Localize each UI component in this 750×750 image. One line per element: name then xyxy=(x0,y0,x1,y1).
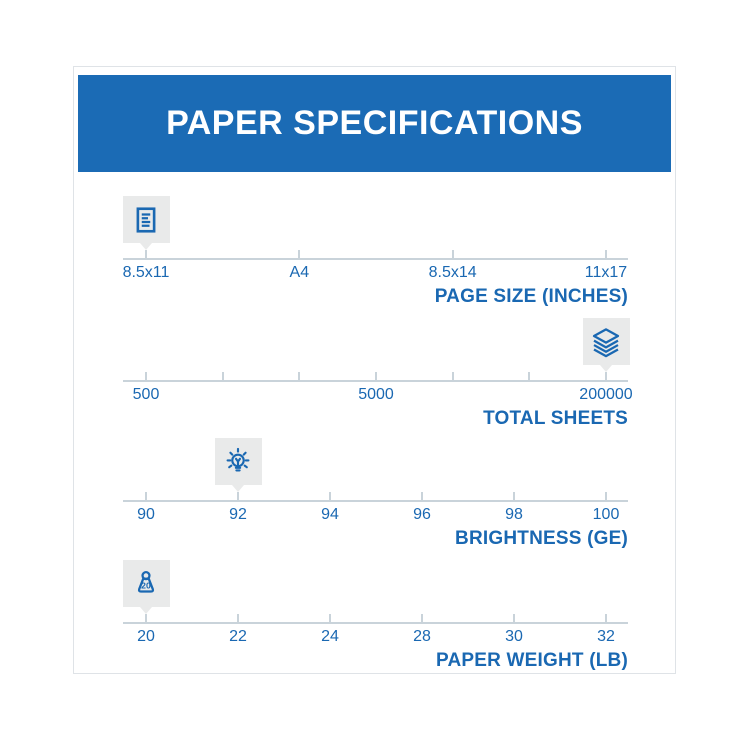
scale-baseline xyxy=(123,500,628,502)
tick-mark xyxy=(329,614,331,622)
tick-mark xyxy=(145,250,147,258)
tick-label: 96 xyxy=(413,506,431,523)
tick-label: 22 xyxy=(229,628,247,645)
tick-mark xyxy=(237,614,239,622)
tick-label: 200000 xyxy=(579,386,633,403)
tick-mark xyxy=(528,372,531,380)
tick-mark xyxy=(605,372,607,380)
tick-mark xyxy=(421,614,423,622)
tick-label: 30 xyxy=(505,628,523,645)
weight-icon-value: 20 xyxy=(141,580,151,590)
tick-label: 98 xyxy=(505,506,523,523)
marker-pointer xyxy=(600,365,612,372)
tick-mark xyxy=(298,250,301,258)
scale-baseline xyxy=(123,622,628,624)
tick-mark xyxy=(421,492,423,500)
tick-label: 5000 xyxy=(358,386,394,403)
sheets-stack-icon xyxy=(590,326,622,358)
header-banner: PAPER SPECIFICATIONS xyxy=(78,75,671,172)
tick-label: 28 xyxy=(413,628,431,645)
tick-mark xyxy=(298,372,301,380)
scale-baseline xyxy=(123,380,628,382)
tick-mark xyxy=(513,614,515,622)
tick-mark xyxy=(145,492,147,500)
tick-label: 32 xyxy=(597,628,615,645)
tick-mark xyxy=(605,492,607,500)
document-icon xyxy=(131,205,161,235)
tick-label: 90 xyxy=(137,506,155,523)
tick-label: 94 xyxy=(321,506,339,523)
scale-baseline xyxy=(123,258,628,260)
scale-title: TOTAL SHEETS xyxy=(483,408,628,429)
tick-label: 8.5x14 xyxy=(428,264,477,281)
tick-label: 100 xyxy=(592,506,620,523)
tick-label: 92 xyxy=(229,506,247,523)
marker-pointer xyxy=(232,485,244,492)
marker-badge xyxy=(214,438,262,492)
marker-badge: 20 xyxy=(122,560,170,614)
marker-pointer xyxy=(140,243,152,250)
page-title: PAPER SPECIFICATIONS xyxy=(166,104,583,142)
tick-label: 24 xyxy=(321,628,339,645)
tick-mark xyxy=(221,372,224,380)
marker-badge xyxy=(122,196,170,250)
tick-label: 11x17 xyxy=(584,264,628,281)
marker-pointer xyxy=(140,607,152,614)
tick-label: A4 xyxy=(289,264,310,281)
scale-title: BRIGHTNESS (GE) xyxy=(455,528,628,549)
tick-mark xyxy=(451,372,454,380)
tick-mark xyxy=(237,492,239,500)
tick-mark xyxy=(605,614,607,622)
tick-mark xyxy=(605,250,607,258)
paper-specifications-card: PAPER SPECIFICATIONS 8.5x11 A4 8.5x14 11x17… xyxy=(73,66,676,674)
weight-icon: 20 xyxy=(130,568,162,600)
tick-mark xyxy=(145,614,147,622)
scale-title: PAGE SIZE (INCHES) xyxy=(434,286,628,307)
tick-mark xyxy=(513,492,515,500)
scale-title: PAPER WEIGHT (LB) xyxy=(436,650,628,671)
tick-label: 500 xyxy=(132,386,160,403)
tick-mark xyxy=(451,250,454,258)
tick-label: 8.5x11 xyxy=(122,264,170,281)
tick-mark xyxy=(329,492,331,500)
lightbulb-icon xyxy=(222,446,254,478)
tick-mark xyxy=(375,372,377,380)
marker-badge xyxy=(582,318,630,372)
tick-mark xyxy=(145,372,147,380)
tick-label: 20 xyxy=(137,628,155,645)
